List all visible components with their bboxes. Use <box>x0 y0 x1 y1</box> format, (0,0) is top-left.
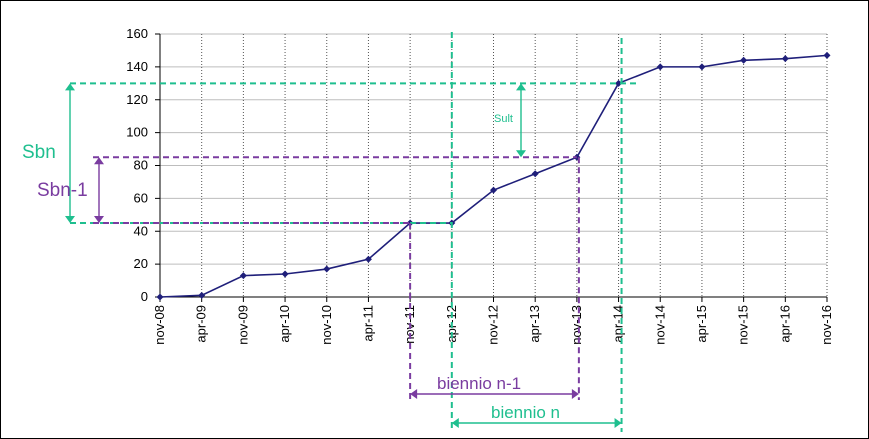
x-tick-label: nov-09 <box>235 305 250 345</box>
data-point <box>781 55 789 63</box>
x-tick-label: nov-10 <box>319 305 334 345</box>
annotations: Sbn Sbn-1 Sult biennio n-1 biennio n <box>22 32 637 432</box>
x-tick-label: apr-11 <box>360 305 375 342</box>
data-point <box>615 79 623 87</box>
data-point <box>198 291 206 299</box>
sbn-1-label: Sbn-1 <box>37 180 88 201</box>
biennio-n-1-label: biennio n-1 <box>437 374 521 393</box>
data-point <box>490 186 497 194</box>
y-tick-labels: 0 20 40 60 80 100 120 140 160 <box>126 26 148 304</box>
x-tick-label: apr-10 <box>277 305 292 343</box>
data-point <box>323 265 331 273</box>
data-point <box>156 293 164 301</box>
sbn-arrow-head-up <box>65 83 75 91</box>
y-tick-label: 0 <box>141 289 148 304</box>
y-tick-label: 100 <box>126 125 148 140</box>
x-tick-label: nov-12 <box>486 305 501 345</box>
data-point <box>740 56 748 64</box>
sbn-arrow-head-down <box>65 216 75 224</box>
biennio-n-1-arrow-head-left <box>410 389 418 399</box>
y-tick-label: 140 <box>126 59 148 74</box>
sult-arrow-head-down <box>516 150 526 158</box>
biennio-n-1-arrow-head-right <box>571 389 579 399</box>
data-point <box>281 270 289 278</box>
data-point <box>531 170 539 178</box>
sbn-1-arrow-head-up <box>94 157 104 165</box>
sbn-label: Sbn <box>22 142 56 163</box>
y-tick-label: 120 <box>126 92 148 107</box>
x-tick-labels: nov-08 apr-09 nov-09 apr-10 nov-10 apr-11 nov-… <box>152 305 834 345</box>
sult-arrow-head-up <box>516 83 526 91</box>
y-tick-label: 160 <box>126 26 148 41</box>
x-tick-label: apr-09 <box>194 305 209 343</box>
sult-label: Sult <box>494 113 513 125</box>
biennio-n-arrow-head-left <box>451 418 459 428</box>
data-point <box>364 255 372 263</box>
x-tick-label: nov-14 <box>652 305 667 345</box>
data-point <box>698 63 706 71</box>
y-tick-label: 20 <box>134 256 148 271</box>
biennio-n-arrow-head-right <box>614 418 622 428</box>
series-line <box>156 51 831 301</box>
x-tick-label: nov-15 <box>736 305 751 345</box>
x-tick-label: nov-13 <box>569 305 584 345</box>
y-tick-label: 40 <box>134 223 148 238</box>
data-point <box>823 51 831 59</box>
axes <box>155 33 828 302</box>
data-point <box>239 272 247 280</box>
sbn-1-arrow-head-down <box>94 216 104 224</box>
grid-lines <box>160 33 828 297</box>
x-tick-label: apr-15 <box>694 305 709 343</box>
biennio-n-label: biennio n <box>491 403 560 422</box>
x-tick-label: apr-13 <box>527 305 542 343</box>
y-tick-label: 60 <box>134 190 148 205</box>
data-point <box>656 63 664 71</box>
x-tick-label: nov-08 <box>152 305 167 345</box>
x-tick-label: apr-14 <box>611 305 626 343</box>
x-tick-label: apr-16 <box>777 305 792 343</box>
y-tick-label: 80 <box>134 158 148 173</box>
x-tick-label: nov-16 <box>819 305 834 345</box>
